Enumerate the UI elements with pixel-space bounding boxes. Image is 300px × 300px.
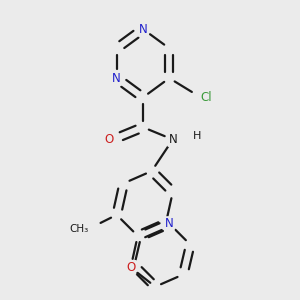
- Text: N: N: [165, 217, 174, 230]
- Text: O: O: [126, 261, 135, 274]
- Text: O: O: [104, 133, 113, 146]
- Text: N: N: [168, 133, 177, 146]
- Text: N: N: [139, 22, 147, 36]
- Text: Cl: Cl: [201, 91, 212, 104]
- Text: N: N: [112, 72, 121, 85]
- Text: CH₃: CH₃: [69, 224, 89, 234]
- Text: H: H: [193, 131, 202, 141]
